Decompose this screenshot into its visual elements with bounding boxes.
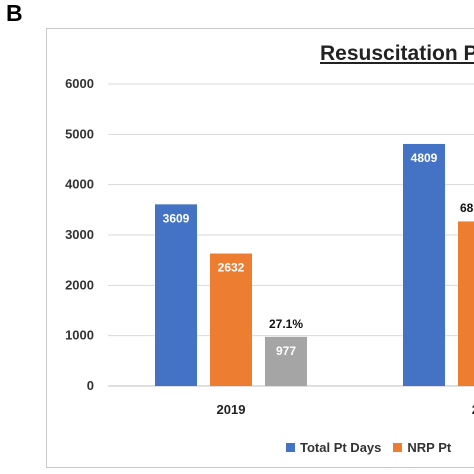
- category-label: 2019: [217, 402, 246, 417]
- bar-20-series-0: [403, 143, 445, 386]
- bar-percent-label: 27.1%: [269, 317, 303, 331]
- bar-2019-series-0: [155, 204, 197, 386]
- legend-item-total-pt-days: Total Pt Days: [286, 440, 381, 455]
- legend-item-nrp-pt: NRP Pt: [393, 440, 451, 455]
- legend-label-total: Total Pt Days: [300, 440, 382, 455]
- y-tick-label: 1000: [65, 328, 94, 343]
- y-tick-label: 6000: [65, 76, 94, 91]
- y-tick-label: 4000: [65, 177, 94, 192]
- y-axis-ticks: 0 1000 2000 3000 4000 5000 6000: [65, 76, 94, 393]
- bar-value-label: 2632: [218, 261, 245, 275]
- y-tick-label: 2000: [65, 277, 94, 292]
- x-axis-categories: 2019 20: [217, 402, 474, 417]
- bar-2019-series-2: [265, 336, 307, 386]
- y-tick-label: 3000: [65, 227, 94, 242]
- panel-letter: B: [6, 0, 23, 26]
- bar-value-label: 3609: [163, 211, 190, 225]
- bar-2019-series-1: [210, 253, 252, 386]
- bar-percent-label: 68: [460, 201, 474, 215]
- bar-value-label: 4809: [411, 151, 438, 165]
- y-tick-label: 0: [87, 378, 94, 393]
- bar-20-series-1: [458, 221, 474, 386]
- category-label: 20: [472, 402, 474, 417]
- legend-label-nrp: NRP Pt: [407, 440, 452, 455]
- chart-title: Resuscitation P: [320, 42, 474, 65]
- chart-frame: [46, 28, 474, 468]
- y-tick-label: 5000: [65, 126, 94, 141]
- legend-swatch-total: [286, 443, 295, 452]
- legend-swatch-nrp: [393, 443, 403, 452]
- bar-value-label: 977: [276, 344, 296, 358]
- legend: Total Pt Days NRP Pt: [286, 440, 451, 455]
